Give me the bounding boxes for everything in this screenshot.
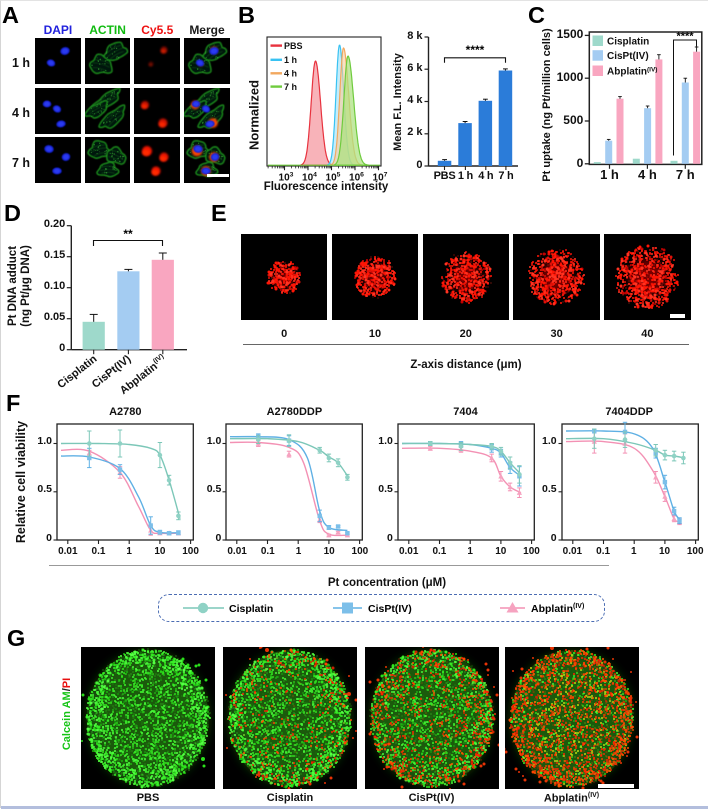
svg-text:Abplatin(IV): Abplatin(IV) [531, 603, 584, 615]
svg-text:1 h: 1 h [284, 55, 297, 65]
svg-text:Abplatin(IV): Abplatin(IV) [607, 66, 657, 78]
svg-text:CisPt(IV): CisPt(IV) [368, 603, 412, 615]
svg-text:**: ** [123, 227, 133, 241]
svg-text:4 h: 4 h [284, 69, 297, 79]
svg-text:****: **** [466, 43, 485, 57]
svg-text:Cisplatin: Cisplatin [607, 37, 649, 48]
svg-text:CisPt(IV): CisPt(IV) [607, 51, 649, 62]
svg-text:****: **** [676, 30, 694, 42]
svg-text:Cisplatin: Cisplatin [229, 603, 273, 615]
svg-text:7 h: 7 h [284, 82, 297, 92]
svg-text:PBS: PBS [284, 41, 303, 51]
